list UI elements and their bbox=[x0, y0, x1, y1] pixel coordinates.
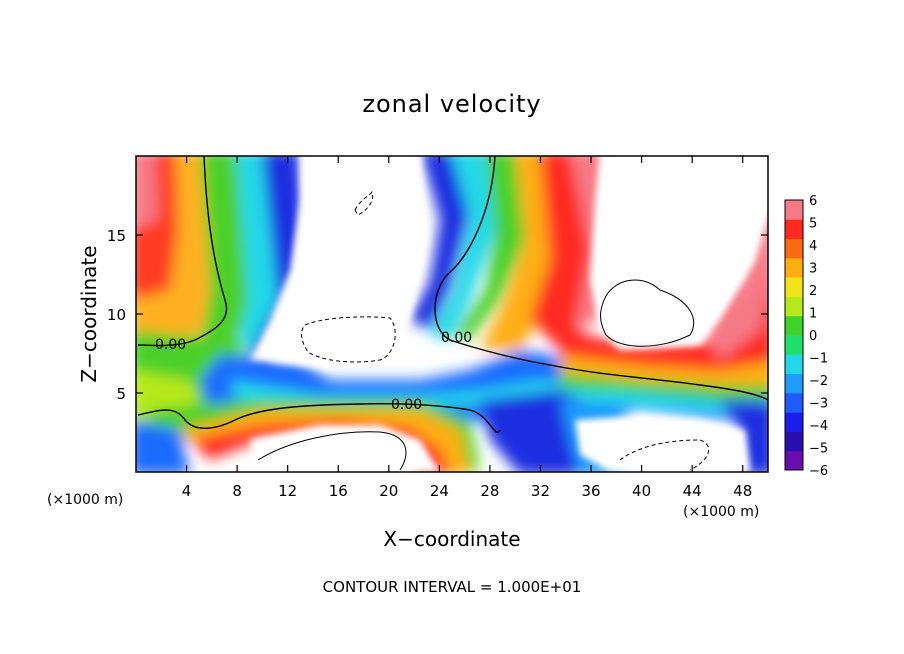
colorbar-swatch bbox=[785, 219, 803, 240]
colorbar-label: −5 bbox=[809, 442, 828, 457]
y-tick-label: 15 bbox=[107, 227, 126, 245]
colorbar-swatch bbox=[785, 335, 803, 355]
colorbar-swatch bbox=[785, 450, 803, 471]
colorbar-label: 3 bbox=[809, 262, 817, 277]
x-units-label-right: (×1000 m) bbox=[683, 504, 759, 520]
y-axis-ticks: 5 10 15 bbox=[107, 227, 768, 403]
contour-label-left: 0.00 bbox=[155, 337, 186, 353]
heatmap-field: 0.00 0.00 0.00 bbox=[136, 156, 768, 472]
x-tick-label: 16 bbox=[329, 482, 348, 500]
x-tick-label: 24 bbox=[430, 482, 449, 500]
x-tick-label: 8 bbox=[232, 482, 242, 500]
colorbar-swatch bbox=[785, 257, 803, 278]
colorbar-label: −4 bbox=[809, 419, 828, 434]
colorbar-swatch bbox=[785, 277, 803, 297]
colorbar-label: −2 bbox=[809, 374, 828, 389]
colorbar-swatch bbox=[785, 392, 803, 413]
x-units-label-left: (×1000 m) bbox=[47, 492, 123, 508]
y-tick-label: 5 bbox=[116, 385, 126, 403]
colorbar-swatch bbox=[785, 200, 803, 220]
colorbar: 6 5 4 3 2 1 0 −1 −2 −3 −4 −5 −6 bbox=[784, 194, 828, 479]
colorbar-frame bbox=[784, 199, 804, 471]
colorbar-label: 1 bbox=[809, 307, 817, 322]
x-tick-label: 28 bbox=[480, 482, 499, 500]
x-axis-ticks: 4 8 12 16 20 24 28 32 36 40 44 48 bbox=[182, 156, 752, 500]
colorbar-label: −6 bbox=[809, 464, 828, 479]
y-axis-label: Z−coordinate bbox=[77, 245, 101, 382]
x-tick-label: 12 bbox=[278, 482, 297, 500]
colorbar-label: −3 bbox=[809, 397, 828, 412]
colorbar-label: 4 bbox=[809, 239, 817, 254]
colorbar-label: 6 bbox=[809, 194, 817, 209]
x-tick-label: 36 bbox=[581, 482, 600, 500]
colorbar-label: 5 bbox=[809, 217, 817, 232]
colorbar-swatch bbox=[785, 373, 803, 394]
x-tick-label: 44 bbox=[683, 482, 702, 500]
x-axis-label: X−coordinate bbox=[383, 527, 520, 551]
colorbar-swatch bbox=[785, 315, 803, 336]
contour-interval-footer: CONTOUR INTERVAL = 1.000E+01 bbox=[323, 578, 582, 596]
colorbar-swatch bbox=[785, 354, 803, 375]
contour-label-upper: 0.00 bbox=[441, 330, 472, 346]
contour-label-center: 0.00 bbox=[391, 397, 422, 413]
chart-title: zonal velocity bbox=[362, 90, 541, 118]
colorbar-label: −1 bbox=[809, 352, 828, 367]
colorbar-label: 2 bbox=[809, 284, 817, 299]
colorbar-swatch bbox=[785, 238, 803, 259]
y-tick-label: 10 bbox=[107, 306, 126, 324]
x-tick-label: 20 bbox=[379, 482, 398, 500]
colorbar-swatch bbox=[785, 296, 803, 317]
colorbar-label: 0 bbox=[809, 329, 817, 344]
x-tick-label: 48 bbox=[733, 482, 752, 500]
x-tick-label: 32 bbox=[531, 482, 550, 500]
x-tick-label: 4 bbox=[182, 482, 192, 500]
colorbar-swatch bbox=[785, 431, 803, 452]
colorbar-swatch bbox=[785, 412, 803, 432]
x-tick-label: 40 bbox=[632, 482, 651, 500]
